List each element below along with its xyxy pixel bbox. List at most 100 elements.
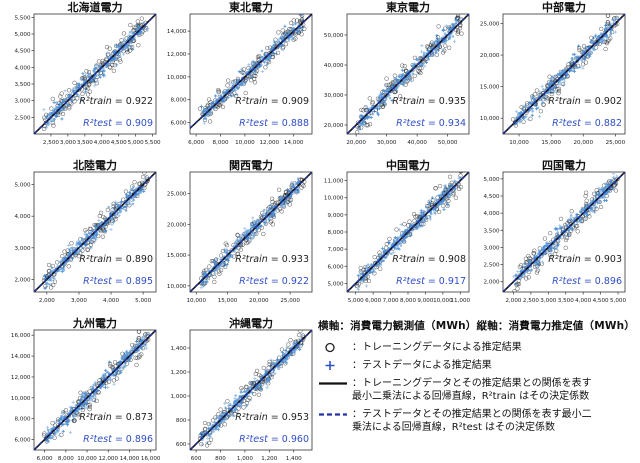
train-point <box>436 209 442 215</box>
test-point <box>141 335 145 339</box>
test-point <box>362 276 366 279</box>
train-point <box>241 67 247 72</box>
test-point <box>365 266 369 270</box>
train-point <box>66 264 71 269</box>
test-point <box>541 101 544 105</box>
test-point <box>124 205 128 209</box>
y-tick-label: 50,000 <box>324 33 344 39</box>
train-point <box>213 415 218 420</box>
test-point <box>589 40 592 44</box>
train-point <box>110 364 115 370</box>
train-point <box>121 197 126 202</box>
test-point <box>65 420 69 424</box>
test-point <box>554 75 557 78</box>
test-point <box>117 214 121 218</box>
test-point <box>537 259 541 263</box>
panel-title: 中国電力 <box>386 158 430 172</box>
test-point <box>209 432 213 436</box>
panel-title: 北海道電力 <box>68 0 123 14</box>
test-point <box>594 205 598 209</box>
test-point <box>51 436 54 439</box>
test-point <box>424 60 429 65</box>
test-point <box>290 29 293 32</box>
y-tick-label: 16,000 <box>11 333 31 339</box>
train-point <box>542 236 548 241</box>
x-tick-label: 5,000 <box>348 298 364 304</box>
test-point <box>68 252 72 256</box>
test-point <box>232 80 236 84</box>
test-point <box>232 414 235 418</box>
test-point <box>267 218 271 222</box>
test-point <box>362 123 366 127</box>
test-point <box>109 378 112 382</box>
test-point <box>447 187 450 191</box>
train-point <box>111 378 117 383</box>
train-point <box>372 254 377 260</box>
test-point <box>290 35 293 38</box>
test-point <box>50 112 54 115</box>
test-point <box>110 222 114 227</box>
test-point <box>103 69 106 73</box>
test-point <box>243 227 247 231</box>
test-point <box>136 34 140 38</box>
train-point <box>59 91 64 96</box>
train-point <box>457 20 463 25</box>
test-point <box>287 31 291 35</box>
x-tick-label: 3,500 <box>77 140 93 146</box>
train-point <box>254 231 259 236</box>
train-point <box>135 355 140 361</box>
test-point <box>251 216 255 220</box>
test-point <box>444 39 448 42</box>
test-point <box>364 105 368 109</box>
test-point <box>613 19 617 23</box>
test-point <box>45 116 48 120</box>
r2-test-value: 0.909 <box>126 118 153 129</box>
test-point <box>67 243 71 248</box>
y-tick-label: 3,500 <box>14 82 30 88</box>
train-point <box>447 174 453 179</box>
test-point <box>254 232 257 236</box>
train-point <box>387 236 392 242</box>
test-point <box>94 381 97 385</box>
train-point <box>258 387 263 392</box>
test-point <box>254 220 257 224</box>
test-point <box>386 89 390 92</box>
test-point <box>207 105 211 109</box>
y-tick-label: 3,000 <box>483 245 499 251</box>
test-point <box>112 205 117 210</box>
train-point <box>359 107 364 112</box>
test-point <box>442 191 446 195</box>
test-regression-line <box>34 172 156 292</box>
test-point <box>85 234 89 237</box>
test-point <box>409 231 413 234</box>
y-tick-label: 9,000 <box>327 213 343 219</box>
train-point <box>207 440 212 446</box>
y-tick-label: 20,000 <box>480 53 500 59</box>
test-point <box>270 371 274 375</box>
r2-test-label: R²test = <box>396 118 439 129</box>
test-point <box>380 259 383 263</box>
test-point <box>62 98 66 102</box>
test-point <box>533 104 537 107</box>
train-point <box>280 28 285 33</box>
test-point <box>434 51 438 54</box>
x-tick-label: 3,000 <box>60 140 76 146</box>
x-tick-label: 10,000 <box>186 298 206 304</box>
test-point <box>562 69 565 73</box>
train-point <box>418 70 423 76</box>
test-point <box>513 282 517 286</box>
test-point <box>240 83 244 86</box>
test-point <box>294 347 298 350</box>
x-tick-label: 4,000 <box>103 298 119 304</box>
train-point <box>455 181 460 186</box>
test-point <box>381 88 385 92</box>
test-point <box>431 53 435 57</box>
x-tick-label: 4,500 <box>111 140 127 146</box>
test-regression-line <box>503 172 625 292</box>
test-point <box>146 333 150 337</box>
test-point <box>300 334 305 338</box>
test-point <box>58 420 61 423</box>
test-point <box>247 229 250 232</box>
r2-test-label: R²test = <box>239 118 282 129</box>
